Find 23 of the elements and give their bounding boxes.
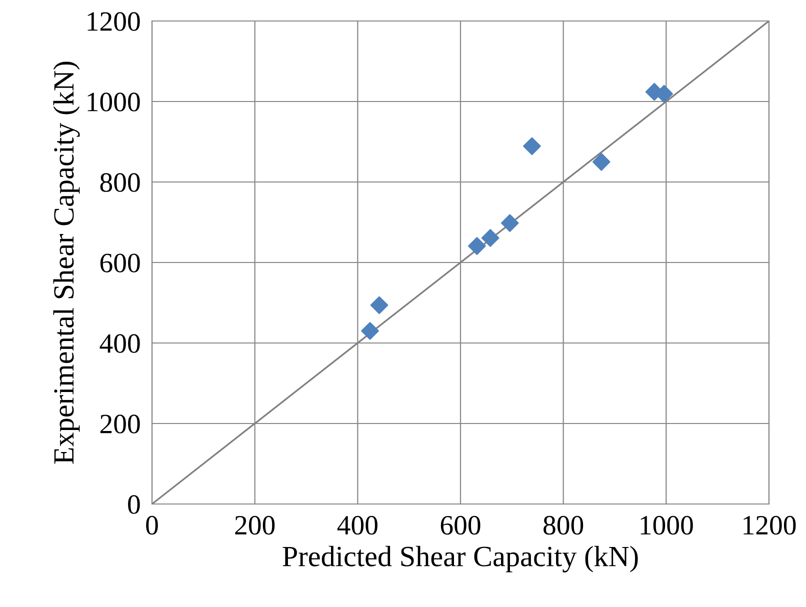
y-tick-label: 0 bbox=[128, 495, 140, 514]
y-tick-label: 800 bbox=[100, 173, 140, 192]
x-tick-label: 800 bbox=[544, 516, 584, 535]
x-tick-label: 0 bbox=[146, 516, 158, 535]
point bbox=[523, 137, 541, 156]
point bbox=[481, 229, 500, 247]
x-tick-label: 200 bbox=[235, 516, 275, 535]
y-axis-title: Experimental Shear Capacity (kN) bbox=[53, 62, 80, 464]
y-tick-label: 600 bbox=[100, 254, 140, 272]
point bbox=[500, 214, 519, 232]
x-tick-label: 1200 bbox=[744, 516, 796, 535]
point bbox=[592, 152, 610, 171]
point bbox=[370, 296, 388, 314]
x-tick-label: 600 bbox=[440, 516, 480, 535]
point bbox=[361, 322, 379, 340]
x-axis-title: Predicted Shear Capacity (kN) bbox=[282, 546, 638, 572]
y-tick-label: 200 bbox=[100, 414, 140, 434]
y-tick-label: 400 bbox=[100, 334, 140, 353]
y-tick-label: 1200 bbox=[88, 12, 140, 31]
x-tick-label: 1000 bbox=[640, 516, 693, 535]
y-tick-label: 1000 bbox=[88, 92, 140, 112]
x-tick-label: 400 bbox=[337, 516, 378, 535]
point bbox=[468, 237, 486, 255]
